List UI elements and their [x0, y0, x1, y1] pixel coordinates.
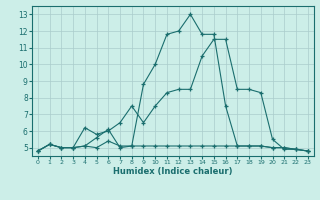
X-axis label: Humidex (Indice chaleur): Humidex (Indice chaleur)	[113, 167, 233, 176]
